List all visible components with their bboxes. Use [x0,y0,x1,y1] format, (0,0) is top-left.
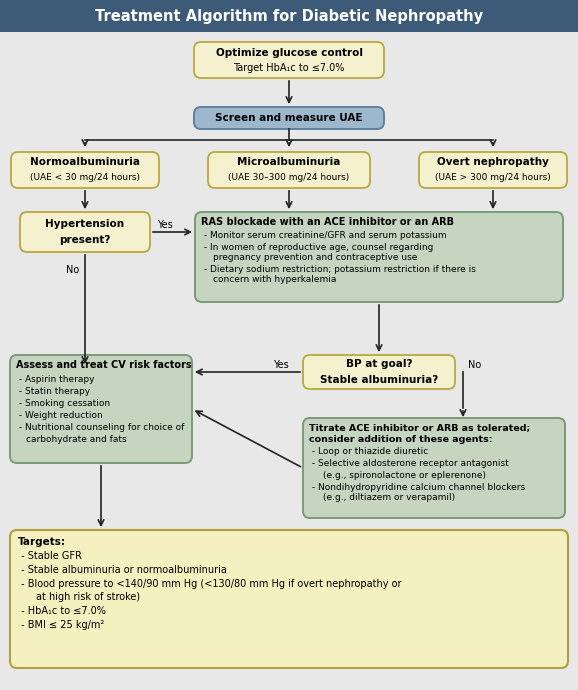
FancyBboxPatch shape [20,212,150,252]
FancyBboxPatch shape [10,355,192,463]
Text: - Monitor serum creatinine/GFR and serum potassium: - Monitor serum creatinine/GFR and serum… [201,230,447,239]
Text: - Blood pressure to <140/90 mm Hg (<130/80 mm Hg if overt nephropathy or: - Blood pressure to <140/90 mm Hg (<130/… [18,579,402,589]
Text: Hypertension: Hypertension [46,219,125,229]
Text: - Dietary sodium restriction; potassium restriction if there is: - Dietary sodium restriction; potassium … [201,264,476,273]
Text: consider addition of these agents:: consider addition of these agents: [309,435,492,444]
Text: Yes: Yes [273,360,289,370]
Text: concern with hyperkalemia: concern with hyperkalemia [213,275,336,284]
FancyBboxPatch shape [11,152,159,188]
Text: Assess and treat CV risk factors: Assess and treat CV risk factors [16,360,192,370]
Text: - HbA₁ᴄ to ≤7.0%: - HbA₁ᴄ to ≤7.0% [18,606,106,616]
Text: Titrate ACE inhibitor or ARB as tolerated;: Titrate ACE inhibitor or ARB as tolerate… [309,424,530,433]
Text: Optimize glucose control: Optimize glucose control [216,48,362,58]
Text: - Nutritional counseling for choice of: - Nutritional counseling for choice of [16,422,184,431]
Text: Stable albuminuria?: Stable albuminuria? [320,375,438,385]
FancyBboxPatch shape [195,212,563,302]
FancyBboxPatch shape [0,0,578,32]
FancyBboxPatch shape [10,530,568,668]
Text: (UAE > 300 mg/24 hours): (UAE > 300 mg/24 hours) [435,173,551,182]
Text: - Smoking cessation: - Smoking cessation [16,399,110,408]
Text: - Statin therapy: - Statin therapy [16,386,90,395]
Text: - Weight reduction: - Weight reduction [16,411,103,420]
Text: carbohydrate and fats: carbohydrate and fats [26,435,127,444]
Text: Overt nephropathy: Overt nephropathy [437,157,549,167]
FancyBboxPatch shape [208,152,370,188]
Text: at high risk of stroke): at high risk of stroke) [36,592,140,602]
Text: - Stable GFR: - Stable GFR [18,551,82,561]
FancyBboxPatch shape [303,418,565,518]
Text: No: No [66,265,80,275]
Text: pregnancy prevention and contraceptive use: pregnancy prevention and contraceptive u… [213,253,417,262]
Text: - Stable albuminuria or normoalbuminuria: - Stable albuminuria or normoalbuminuria [18,565,227,575]
Text: - Selective aldosterone receptor antagonist: - Selective aldosterone receptor antagon… [309,460,509,469]
FancyBboxPatch shape [194,42,384,78]
FancyBboxPatch shape [419,152,567,188]
Text: No: No [468,360,481,370]
Text: Treatment Algorithm for Diabetic Nephropathy: Treatment Algorithm for Diabetic Nephrop… [95,8,483,23]
Text: Normoalbuminuria: Normoalbuminuria [30,157,140,167]
Text: Microalbuminuria: Microalbuminuria [238,157,340,167]
FancyBboxPatch shape [303,355,455,389]
Text: present?: present? [60,235,111,245]
Text: Targets:: Targets: [18,537,66,547]
Text: Target HbA₁ᴄ to ≤7.0%: Target HbA₁ᴄ to ≤7.0% [234,63,344,73]
Text: (e.g., diltiazem or verapamil): (e.g., diltiazem or verapamil) [323,493,455,502]
Text: - Loop or thiazide diuretic: - Loop or thiazide diuretic [309,448,428,457]
Text: BP at goal?: BP at goal? [346,359,412,369]
Text: - Nondihydropyridine calcium channel blockers: - Nondihydropyridine calcium channel blo… [309,482,525,491]
Text: (UAE 30–300 mg/24 hours): (UAE 30–300 mg/24 hours) [228,173,350,182]
Text: RAS blockade with an ACE inhibitor or an ARB: RAS blockade with an ACE inhibitor or an… [201,217,454,227]
Text: - Aspirin therapy: - Aspirin therapy [16,375,94,384]
Text: (e.g., spironolactone or eplerenone): (e.g., spironolactone or eplerenone) [323,471,486,480]
Text: Screen and measure UAE: Screen and measure UAE [215,113,363,123]
Text: Yes: Yes [157,220,173,230]
FancyBboxPatch shape [194,107,384,129]
Text: (UAE < 30 mg/24 hours): (UAE < 30 mg/24 hours) [30,173,140,182]
Text: - In women of reproductive age, counsel regarding: - In women of reproductive age, counsel … [201,242,434,251]
Text: - BMI ≤ 25 kg/m²: - BMI ≤ 25 kg/m² [18,620,104,630]
